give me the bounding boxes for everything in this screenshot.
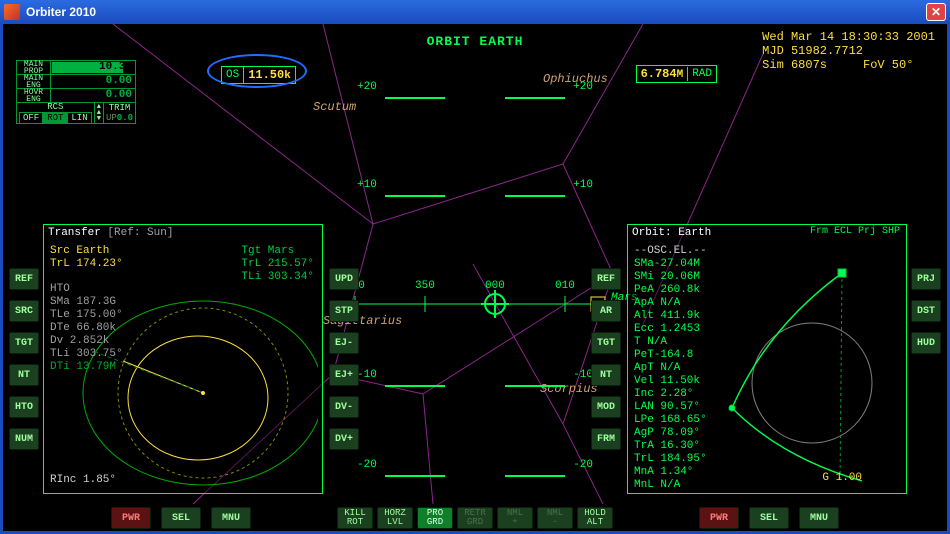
ap-hold-alt[interactable]: HOLDALT [577, 507, 613, 529]
mfd-btn-src[interactable]: SRC [9, 300, 39, 322]
mfd-btn-dv+[interactable]: DV+ [329, 428, 359, 450]
mfd-btn-ej-[interactable]: EJ- [329, 332, 359, 354]
mfd-btn-ref[interactable]: REF [591, 268, 621, 290]
ap-retr-grd[interactable]: RETRGRD [457, 507, 493, 529]
tgt-trl: TrL 215.57° [241, 258, 314, 271]
mfd-btn-sel[interactable]: SEL [161, 507, 201, 529]
mfd-btn-tgt[interactable]: TGT [9, 332, 39, 354]
mfd-left-side-left: REF SRC TGT NT HTO NUM [9, 268, 39, 450]
ladder-rung: -20-20 [385, 464, 565, 476]
mfd-btn-nt[interactable]: NT [9, 364, 39, 386]
rad-indicator: 6.784M RAD [636, 64, 717, 83]
ap-horz-lvl[interactable]: HORZLVL [377, 507, 413, 529]
engine-panel: MAINPROP 10.3kMAINENG 0.00HOVRENG 0.00RC… [16, 60, 136, 124]
src-earth: Src Earth [50, 245, 123, 258]
mfd-btn-stp[interactable]: STP [329, 300, 359, 322]
mfd-btn-num[interactable]: NUM [9, 428, 39, 450]
ap-kill-rot[interactable]: KILLROT [337, 507, 373, 529]
mfd-btn-prj[interactable]: PRJ [911, 268, 941, 290]
mfd-left-bottom: PWR SEL MNU [111, 507, 251, 529]
mfd-btn-frm[interactable]: FRM [591, 428, 621, 450]
src-trl: TrL 174.23° [50, 258, 123, 271]
g-readout: G 1.00 [822, 472, 862, 485]
osc-block: --OSC.EL.--SMa-27.04MSMi 20.06MPeA 260.8… [634, 245, 707, 492]
page-title: ORBIT EARTH [427, 34, 524, 49]
ladder-rung: +20+20 [385, 86, 565, 98]
tel-mjd: MJD 51982.7712 [762, 44, 935, 58]
titlebar: Orbiter 2010 ✕ [0, 0, 950, 24]
rad-suffix: RAD [687, 67, 716, 81]
mfd-btn-hto[interactable]: HTO [9, 396, 39, 418]
mfd-right-side-right: PRJ DST HUD [911, 268, 941, 450]
window-title: Orbiter 2010 [26, 5, 96, 19]
rad-value: 6.784 [641, 67, 677, 81]
engine-row: MAINENG 0.00 [16, 74, 136, 89]
mfd-btn-pwr[interactable]: PWR [699, 507, 739, 529]
mfd-btn-mnu[interactable]: MNU [799, 507, 839, 529]
viewport: ORBIT EARTH Wed Mar 14 18:30:33 2001 MJD… [0, 24, 950, 534]
os-indicator: OS 11.50k [221, 64, 296, 84]
close-button[interactable]: ✕ [926, 3, 946, 21]
mfd-transfer: Transfer [Ref: Sun] Src Earth TrL 174.23… [43, 224, 323, 494]
telemetry-block: Wed Mar 14 18:30:33 2001 MJD 51982.7712 … [762, 30, 935, 72]
mfd-btn-dv-[interactable]: DV- [329, 396, 359, 418]
mfd-btn-hud[interactable]: HUD [911, 332, 941, 354]
mfd-right-bottom: PWR SEL MNU [699, 507, 839, 529]
star-scutum: Scutum [313, 100, 356, 114]
compass-350: 350 [415, 280, 435, 292]
mfd-orbit: Orbit: Earth Frm ECL Prj SHP --OSC.EL.--… [627, 224, 907, 494]
rcs-row: RCSOFFROTLIN ▲▲▼ TRIMUP0.0 [16, 102, 136, 124]
engine-row: HOVRENG 0.00 [16, 88, 136, 103]
hto-block: HTOSMa 187.3GTLe 175.00°DTe 66.80kDv 2.8… [50, 283, 123, 374]
compass-000: 000 [485, 280, 505, 292]
mfd-btn-sel[interactable]: SEL [749, 507, 789, 529]
mfd-btn-dst[interactable]: DST [911, 300, 941, 322]
mfd-btn-ej+[interactable]: EJ+ [329, 364, 359, 386]
mfd-left-title: Transfer [Ref: Sun] [44, 225, 322, 241]
mfd-btn-ref[interactable]: REF [9, 268, 39, 290]
mfd-btn-ar[interactable]: AR [591, 300, 621, 322]
mfd-btn-tgt[interactable]: TGT [591, 332, 621, 354]
autopilot-buttons: KILLROTHORZLVLPROGRDRETRGRDNML+NML-HOLDA… [337, 507, 613, 529]
mfd-left-side-right: UPD STP EJ- EJ+ DV- DV+ [329, 268, 359, 450]
rcs-off[interactable]: OFF [19, 112, 43, 124]
tel-date: Wed Mar 14 18:30:33 2001 [762, 30, 935, 44]
mfd-btn-mnu[interactable]: MNU [211, 507, 251, 529]
compass-010: 010 [555, 280, 575, 292]
ladder-rung: -10-10 [385, 374, 565, 386]
mfd-btn-nt[interactable]: NT [591, 364, 621, 386]
mfd-btn-pwr[interactable]: PWR [111, 507, 151, 529]
rinc: RInc 1.85° [50, 474, 116, 487]
tel-fov: FoV 50° [863, 58, 913, 72]
ap-pro-grd[interactable]: PROGRD [417, 507, 453, 529]
ladder-rung: +10+10 [385, 184, 565, 196]
compass-scale: 340 350 000 010 Mars [335, 284, 615, 329]
mfd-btn-mod[interactable]: MOD [591, 396, 621, 418]
ap-nml-+[interactable]: NML+ [497, 507, 533, 529]
tgt-mars: Tgt Mars [241, 245, 314, 258]
mfd-right-frm: Frm ECL Prj SHP [810, 226, 900, 237]
tel-sim: Sim 6807s [762, 58, 827, 72]
rad-unit: M [677, 69, 684, 81]
mfd-right-side-left: REF AR TGT NT MOD FRM [591, 268, 621, 450]
engine-row: MAINPROP 10.3k [16, 60, 136, 75]
mfd-btn-upd[interactable]: UPD [329, 268, 359, 290]
mfd-right-title: Orbit: Earth [632, 227, 711, 239]
app-icon [4, 4, 20, 20]
rcs-lin[interactable]: LIN [67, 112, 91, 124]
rcs-rot[interactable]: ROT [43, 112, 67, 124]
ap-nml--[interactable]: NML- [537, 507, 573, 529]
os-highlight-ring [207, 54, 307, 88]
tgt-tli: TLi 303.34° [241, 271, 314, 284]
